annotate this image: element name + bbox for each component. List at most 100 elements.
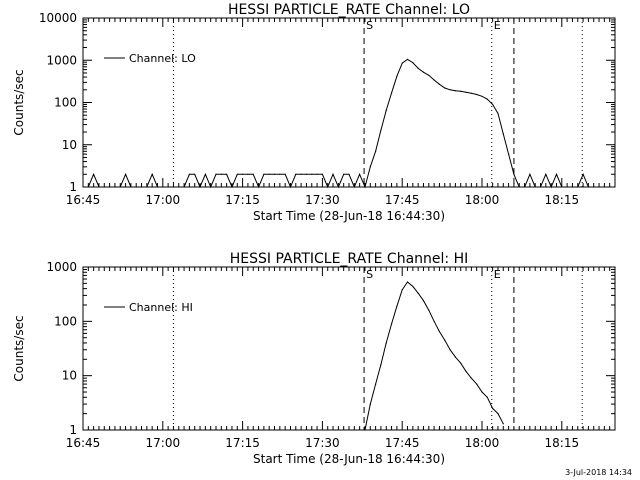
data-point bbox=[300, 173, 302, 175]
data-point bbox=[486, 396, 488, 398]
data-point bbox=[391, 92, 393, 94]
event-marker-label: E bbox=[494, 268, 501, 281]
data-point bbox=[119, 186, 121, 188]
data-point bbox=[438, 330, 440, 333]
data-point bbox=[87, 186, 89, 188]
data-point bbox=[220, 173, 222, 175]
data-point bbox=[465, 370, 467, 372]
data-point bbox=[465, 91, 467, 93]
x-tick-label: 18:15 bbox=[545, 436, 580, 450]
data-point bbox=[396, 305, 398, 307]
data-point bbox=[114, 186, 116, 188]
event-marker-label: E bbox=[494, 19, 501, 32]
x-tick-label: 18:15 bbox=[545, 193, 580, 207]
x-tick-label: 17:45 bbox=[385, 436, 420, 450]
chart-lo-channel: HESSI PARTICLE_RATE Channel: LO Start Ti… bbox=[12, 2, 616, 223]
x-tick-label: 17:00 bbox=[146, 193, 181, 207]
data-point bbox=[460, 362, 462, 364]
data-point bbox=[242, 173, 244, 175]
data-point bbox=[151, 173, 153, 175]
data-point bbox=[369, 403, 371, 405]
data-point bbox=[438, 83, 440, 85]
data-point bbox=[518, 186, 520, 188]
data-point bbox=[375, 383, 377, 385]
data-point bbox=[348, 173, 350, 175]
data-point bbox=[428, 309, 430, 311]
data-point bbox=[231, 186, 233, 188]
data-point bbox=[210, 186, 212, 188]
data-point bbox=[545, 173, 547, 175]
data-point bbox=[103, 186, 105, 188]
chart-title: HESSI PARTICLE_RATE Channel: HI bbox=[230, 251, 468, 267]
chart-hi-channel: HESSI PARTICLE_RATE Channel: HI Start Ti… bbox=[12, 251, 616, 466]
data-point bbox=[199, 186, 201, 188]
x-axis-label: Start Time (28-Jun-18 16:44:30) bbox=[253, 209, 445, 223]
data-point bbox=[364, 186, 366, 188]
y-tick-label: 10 bbox=[62, 138, 77, 152]
event-marker-label: S bbox=[366, 268, 373, 281]
data-point bbox=[502, 423, 504, 425]
y-axis-label: Counts/sec bbox=[12, 69, 26, 135]
data-point bbox=[422, 300, 425, 302]
chart-title: HESSI PARTICLE_RATE Channel: LO bbox=[228, 2, 470, 18]
y-tick-label: 10 bbox=[62, 369, 77, 383]
data-point bbox=[577, 186, 579, 188]
x-tick-label: 18:00 bbox=[465, 193, 500, 207]
data-point bbox=[454, 356, 456, 358]
data-point bbox=[369, 166, 371, 168]
data-point bbox=[109, 186, 111, 188]
x-tick-label: 17:30 bbox=[305, 436, 340, 450]
data-point bbox=[406, 281, 409, 283]
data-point bbox=[497, 413, 499, 415]
legend-label: Channel: LO bbox=[129, 52, 196, 65]
data-point bbox=[188, 173, 190, 175]
data-point bbox=[454, 90, 456, 92]
x-tick-label: 17:00 bbox=[146, 436, 181, 450]
data-point bbox=[476, 383, 478, 385]
data-point bbox=[486, 98, 488, 100]
data-point bbox=[444, 339, 446, 341]
y-axis-label: Counts/sec bbox=[12, 315, 26, 381]
series-line bbox=[87, 58, 605, 189]
data-point bbox=[332, 173, 334, 175]
data-point bbox=[401, 289, 403, 291]
data-point bbox=[481, 95, 483, 97]
plot-frame bbox=[82, 266, 616, 431]
data-point bbox=[492, 103, 494, 105]
data-point bbox=[449, 349, 451, 351]
data-point bbox=[172, 186, 174, 188]
data-point bbox=[428, 74, 430, 76]
data-point bbox=[524, 186, 526, 188]
data-point bbox=[162, 186, 164, 188]
data-point bbox=[125, 173, 127, 175]
data-point bbox=[513, 173, 515, 175]
data-point bbox=[93, 173, 95, 175]
data-point bbox=[539, 186, 542, 188]
y-tick-label: 1000 bbox=[46, 260, 77, 274]
data-point bbox=[327, 186, 329, 188]
data-point bbox=[140, 186, 143, 188]
data-point bbox=[401, 62, 403, 64]
data-point bbox=[183, 186, 185, 188]
data-point bbox=[412, 285, 414, 287]
data-point bbox=[587, 186, 590, 188]
data-point bbox=[449, 89, 451, 91]
plot-frame bbox=[82, 17, 616, 188]
x-axis-label: Start Time (28-Jun-18 16:44:30) bbox=[253, 452, 445, 466]
y-tick-label: 1 bbox=[69, 423, 77, 437]
x-tick-label: 16:45 bbox=[66, 193, 101, 207]
event-marker-label: S bbox=[366, 19, 373, 32]
data-point bbox=[135, 186, 137, 188]
data-point bbox=[422, 71, 425, 73]
data-point bbox=[204, 173, 206, 175]
data-point bbox=[417, 67, 419, 69]
data-point bbox=[130, 186, 132, 188]
data-point bbox=[194, 173, 196, 175]
data-point bbox=[598, 186, 600, 188]
data-point bbox=[470, 377, 472, 379]
data-point bbox=[215, 173, 217, 175]
data-point bbox=[156, 186, 159, 188]
data-point bbox=[497, 112, 499, 115]
data-point bbox=[550, 186, 552, 188]
